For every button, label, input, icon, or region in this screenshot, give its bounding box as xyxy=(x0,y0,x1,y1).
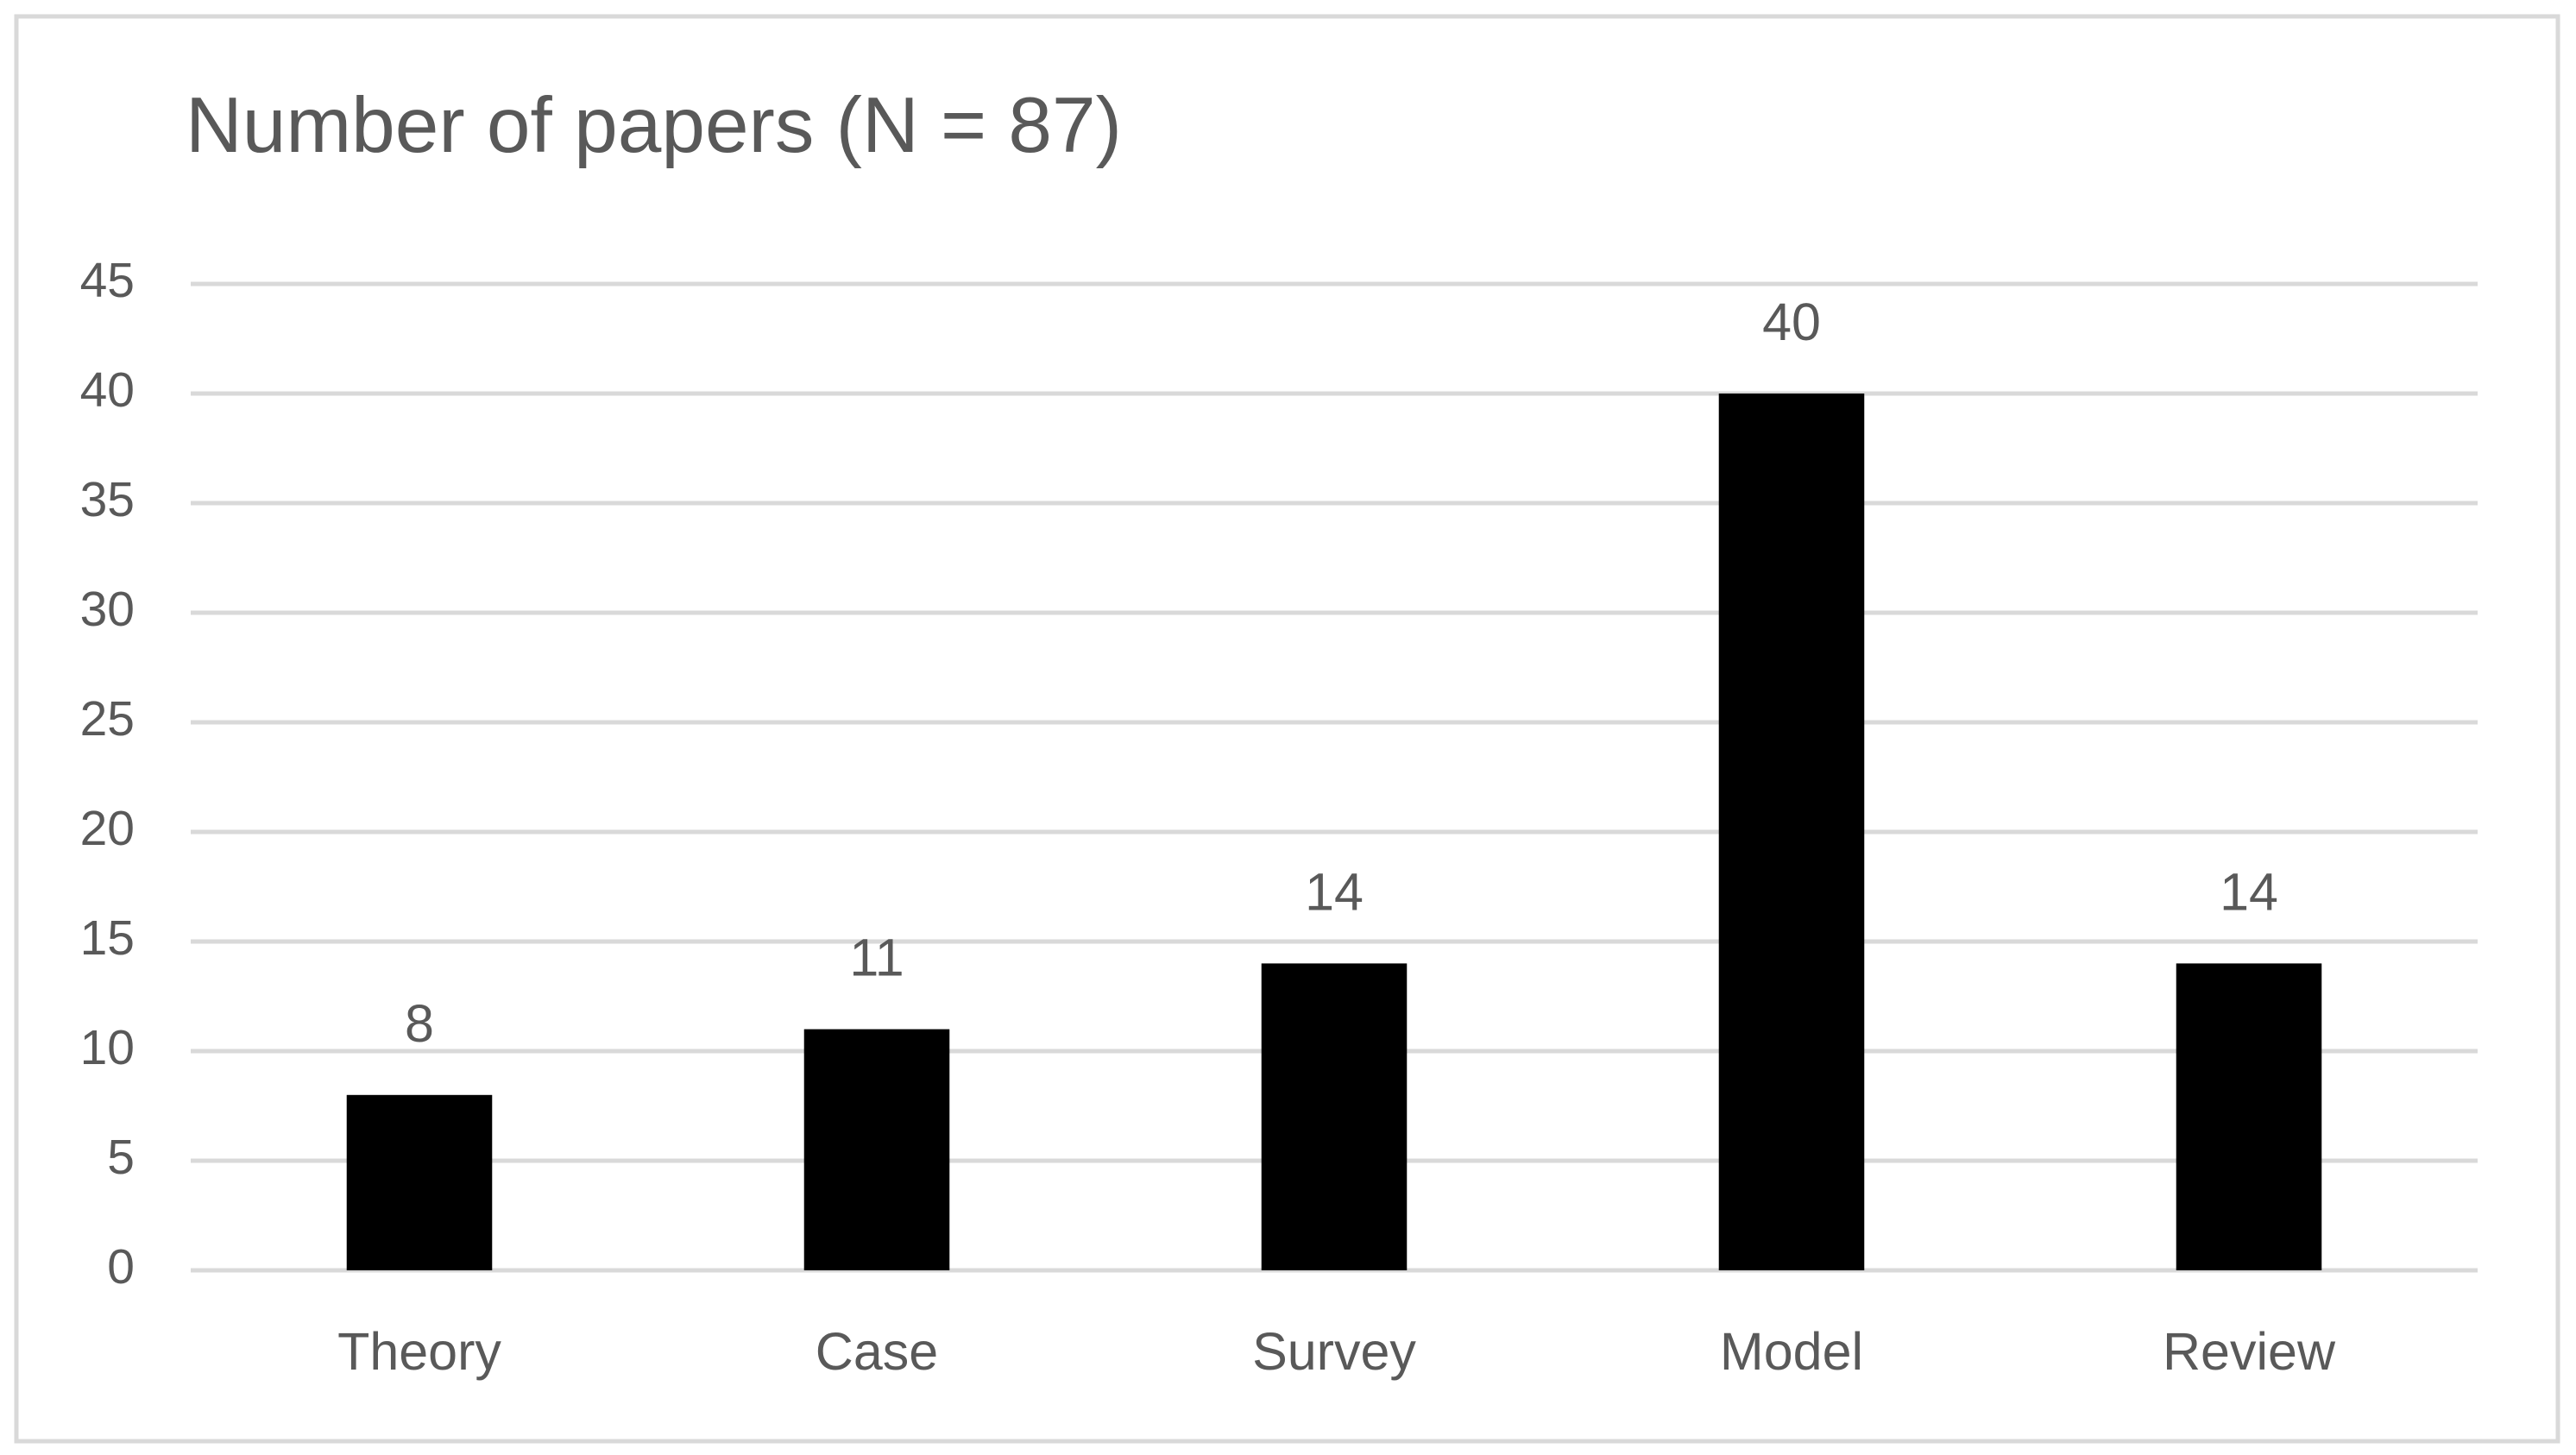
y-tick-label: 30 xyxy=(80,582,135,637)
bar xyxy=(1261,963,1408,1270)
x-tick-label: Theory xyxy=(337,1322,501,1381)
y-tick-label: 15 xyxy=(80,910,135,966)
x-tick-label: Model xyxy=(1720,1322,1863,1381)
data-label: 11 xyxy=(849,929,904,987)
y-tick-label: 45 xyxy=(80,253,135,308)
bar xyxy=(803,1029,950,1270)
y-tick-label: 10 xyxy=(80,1020,135,1075)
bar xyxy=(1718,394,1865,1270)
y-tick-label: 5 xyxy=(107,1130,135,1185)
x-tick-label: Review xyxy=(2163,1322,2336,1381)
bar xyxy=(2176,963,2322,1270)
data-label: 40 xyxy=(1762,293,1821,351)
y-tick-label: 35 xyxy=(80,472,135,527)
y-tick-label: 20 xyxy=(80,801,135,856)
y-tick-label: 25 xyxy=(80,691,135,746)
x-tick-label: Survey xyxy=(1252,1322,1416,1381)
data-label: 14 xyxy=(1305,863,1364,922)
data-label: 14 xyxy=(2220,863,2278,922)
y-tick-label: 40 xyxy=(80,362,135,418)
bar xyxy=(346,1094,493,1270)
x-tick-label: Case xyxy=(816,1322,938,1381)
y-tick-label: 0 xyxy=(107,1239,135,1294)
data-label: 8 xyxy=(405,994,434,1053)
chart-title: Number of papers (N = 87) xyxy=(186,82,1122,169)
